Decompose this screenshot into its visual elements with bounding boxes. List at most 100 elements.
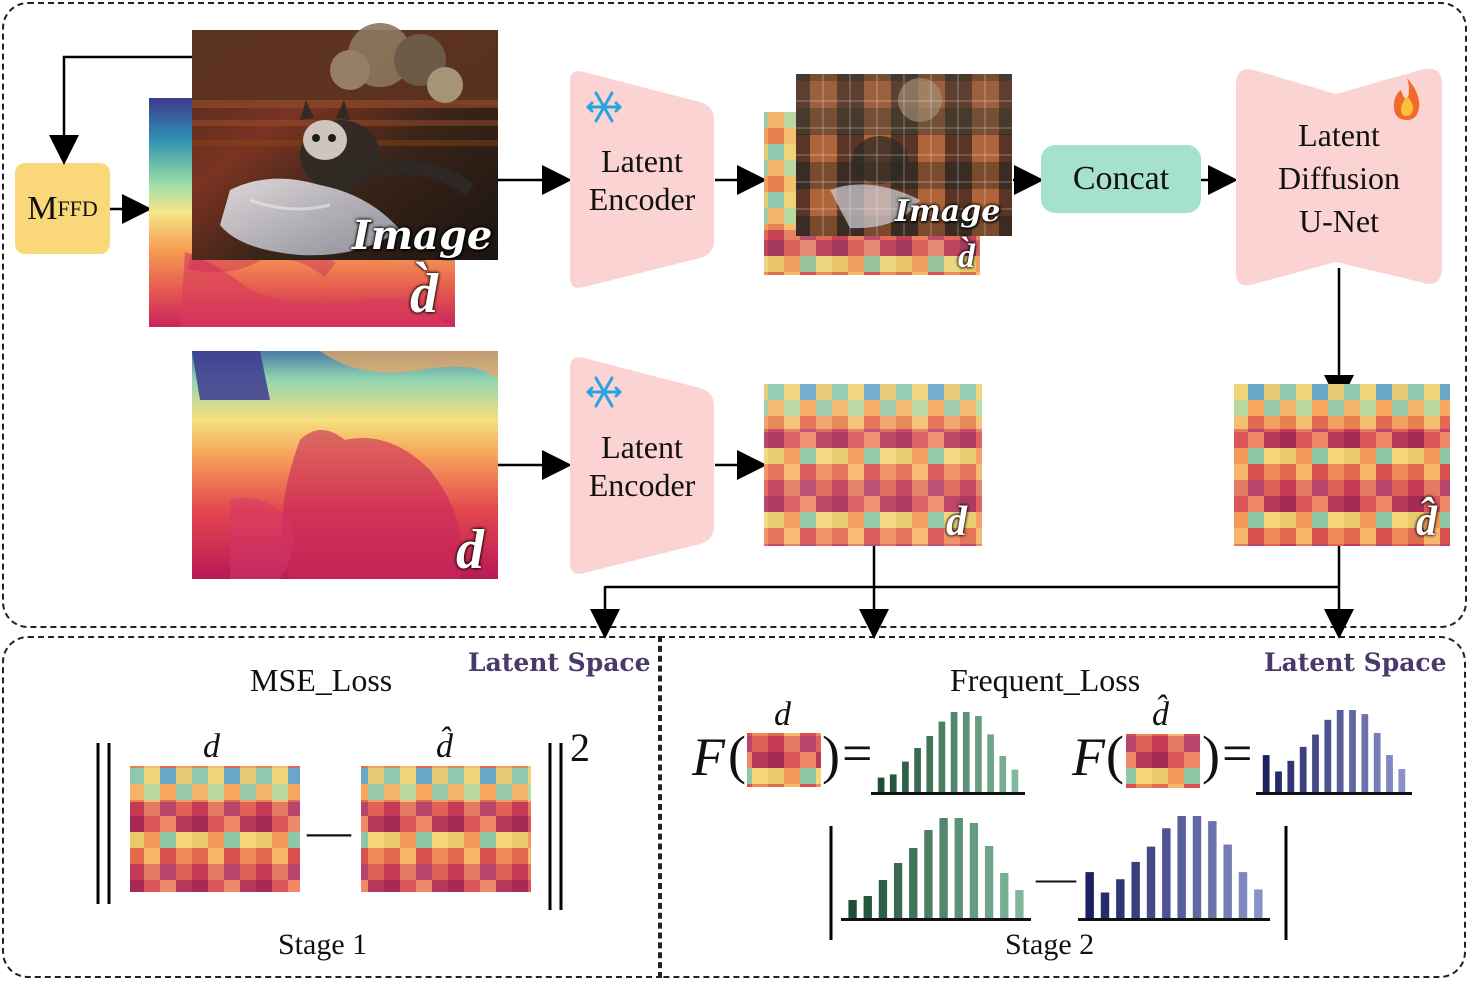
freq-minus: — [1036,855,1076,900]
latent-space-label-right: Latent Space [1264,648,1447,677]
freq-gt-thumb [747,733,821,787]
freq-pred-thumb [1126,734,1200,788]
histogram-bar [1238,872,1248,918]
histogram-bar [893,863,903,918]
histogram-bar [863,896,872,918]
histogram-bar [914,748,921,792]
histogram-bar [1223,844,1232,918]
histogram-bar [1312,734,1319,792]
concat-label: Concat [1072,160,1170,197]
d-grave-label-latent: d̀ [958,238,975,275]
histogram-bar [987,734,994,792]
histogram-bar [1299,746,1307,792]
histogram-pred-large [1078,816,1270,921]
paren-close-gt: ) [822,725,840,785]
bottom-left-panel [2,636,662,978]
equals-pred: = [1222,723,1253,783]
mse-loss-title: MSE_Loss [250,662,393,698]
histogram-bar [848,900,857,918]
histogram-bar [1000,873,1009,918]
mse-minus: — [307,807,351,856]
histogram-bar [889,774,897,792]
freq-d-hat-label: d̂ [1152,696,1169,733]
histogram-gt-small [871,712,1025,795]
histogram-bar [1177,816,1186,918]
histogram-bar [1373,732,1381,792]
mffd-label: M FFD [15,163,110,254]
unet-line1: Latent [1298,117,1380,153]
histogram-bar [954,818,963,918]
histogram-bar [1192,816,1202,918]
histogram-bar [938,721,946,792]
histogram-bar [909,848,918,918]
encoder-top-line1: Latent [601,143,683,179]
histogram-bar [902,761,909,792]
paren-open-gt: ( [728,725,746,785]
top-panel [2,2,1467,628]
encoder-bottom-line2: Encoder [588,467,696,503]
histogram-bar [1324,719,1332,792]
histogram-bar [877,777,885,792]
histogram-bar [984,846,994,918]
histogram-gt-large [841,818,1031,921]
histogram-bar [1254,889,1263,918]
histogram-bar [1398,769,1406,792]
bottom-right-panel [658,636,1466,978]
mse-d-label: d [203,728,220,765]
histogram-bar [1361,714,1369,792]
histogram-bar [926,736,934,792]
snowflake-icon [586,91,622,123]
histogram-bar [1011,769,1019,792]
histogram-bar [975,716,982,792]
histogram-bar [950,712,958,792]
histogram-bar [999,756,1007,792]
encoder-bottom-line1: Latent [601,429,683,465]
histogram-bar [1275,771,1282,792]
histogram-bar [878,880,888,918]
image-label-top: Image [352,212,493,259]
unet-line2: Diffusion [1277,160,1401,196]
latent-encoder-top-block [570,71,714,288]
histogram-bar [924,830,933,918]
concat-block: Concat [1041,145,1201,213]
mffd-block [15,163,110,254]
latent-encoder-bottom-block [570,357,714,574]
unet-line3: U-Net [1299,203,1379,239]
encoder-top-label: Latent Encoder [570,142,714,218]
d-grave-label-top: d̀ [410,263,438,325]
f-symbol-pred: F [1072,727,1105,787]
histogram-bar [1287,760,1295,792]
histogram-bar [1208,821,1217,918]
histogram-bar [1162,828,1171,918]
equals-gt: = [842,723,873,783]
unet-label: Latent Diffusion U-Net [1236,114,1442,243]
d-label-gt: d [456,519,484,581]
fire-icon [1393,78,1420,120]
histogram-bar [1262,755,1270,792]
feedback-arrow [49,55,192,165]
histogram-bar [969,823,979,918]
stage-2-label: Stage 2 [1005,928,1095,961]
mse-d-hat-label: d̂ [436,728,453,765]
histogram-bar [1131,861,1140,918]
histogram-bar [962,712,970,792]
d-label-gt-latent: d [946,499,967,545]
frequent-loss-title: Frequent_Loss [950,662,1141,698]
encoder-bottom-label: Latent Encoder [570,428,714,504]
histogram-bar [939,818,948,918]
histogram-bar [1085,872,1094,918]
histogram-bar [1100,892,1110,918]
mffd-main-text: M [27,189,58,227]
image-label-latent: Image [895,194,1001,229]
histogram-bar [1015,890,1024,918]
f-symbol-gt: F [692,727,725,787]
unet-block [1236,68,1442,286]
histogram-bar [1146,846,1156,918]
freq-d-label: d [774,696,791,733]
d-hat-label-latent: d̂ [1416,499,1437,545]
histogram-bar [1116,879,1125,918]
histogram-bar [1349,710,1356,792]
histogram-bar [1336,710,1344,792]
mse-exponent: 2 [570,725,590,770]
